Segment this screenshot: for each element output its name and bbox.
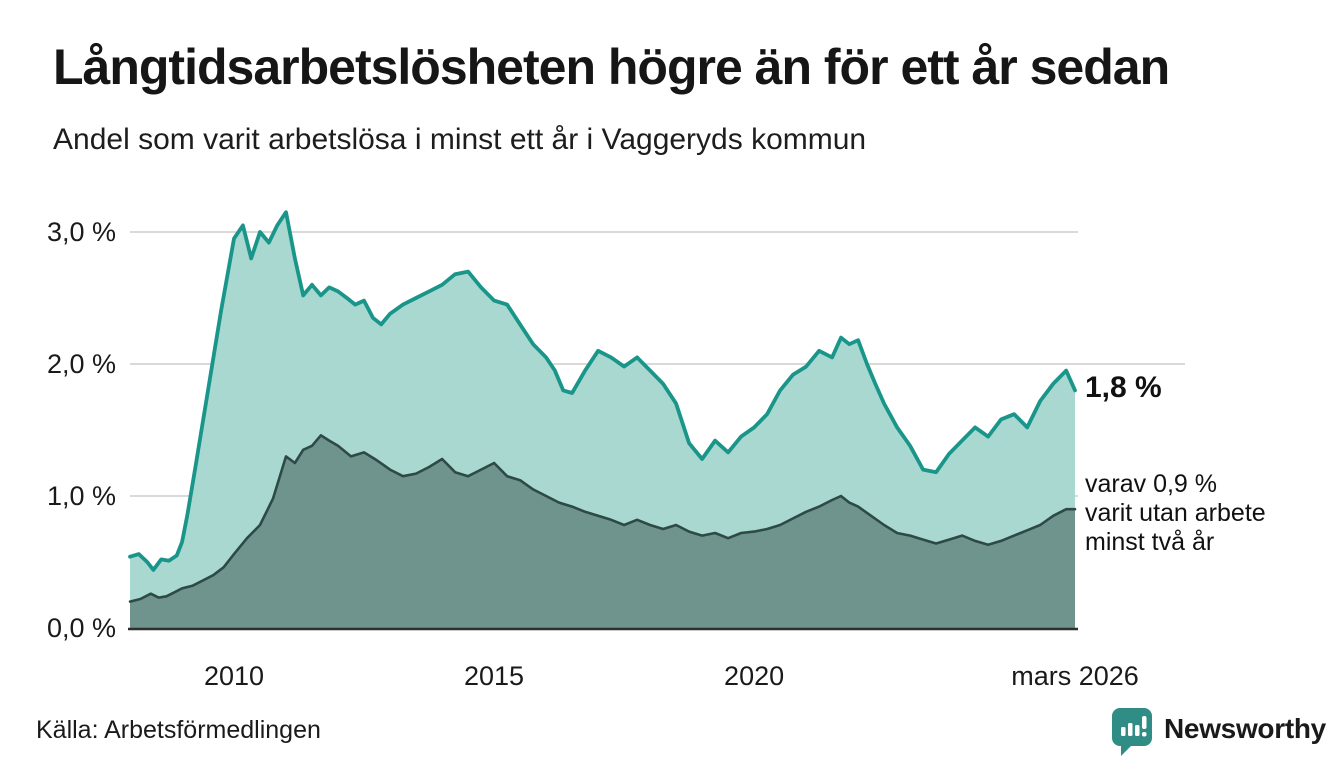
x-axis-tick-label: 2015: [464, 661, 525, 691]
x-axis-tick-label: 2020: [724, 661, 785, 691]
y-axis-tick-label: 2,0 %: [46, 349, 116, 379]
secondary-annotation-line: minst två år: [1085, 528, 1215, 556]
y-axis-tick-label: 1,0 %: [46, 481, 116, 511]
y-axis-tick-label: 0,0 %: [46, 613, 116, 643]
chart-title: Långtidsarbetslösheten högre än för ett …: [53, 39, 1170, 95]
secondary-annotation-line: varit utan arbete: [1085, 499, 1266, 527]
secondary-annotation-line: varav 0,9 %: [1085, 470, 1218, 498]
series-line-two-years: [128, 434, 1077, 603]
x-axis-tick-label: 2010: [203, 661, 265, 691]
source-label: Källa: Arbetsförmedlingen: [36, 716, 321, 744]
x-axis-tick-label: mars 2026: [1011, 661, 1139, 691]
series-line-one-year: [128, 210, 1077, 572]
newsworthy-wordmark: Newsworthy: [1164, 713, 1326, 744]
chart-subtitle: Andel som varit arbetslösa i minst ett å…: [53, 123, 867, 156]
end-value-label: 1,8 %: [1085, 371, 1162, 404]
newsworthy-bubble-chart-icon: [1112, 708, 1152, 756]
series-area-two-years: [130, 435, 1075, 628]
secondary-annotation: varav 0,9 % varit utan arbete minst två år: [1085, 470, 1266, 557]
y-axis-tick-label: 3,0 %: [46, 217, 116, 247]
newsworthy-logo: Newsworthy: [1112, 708, 1326, 758]
